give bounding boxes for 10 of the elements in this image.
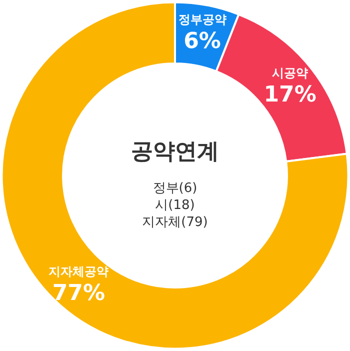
data-label: 77%: [52, 281, 106, 306]
data-label: 17%: [264, 82, 316, 108]
data-label: 6%: [184, 28, 221, 54]
text: 정부(6): [152, 181, 198, 196]
text: 시(18): [155, 198, 195, 213]
text: 공약연계: [131, 140, 219, 164]
text: 지자체(79): [142, 215, 208, 230]
slice-label: 정부공약: [178, 12, 226, 26]
slice-label: 지자체공약: [48, 264, 109, 279]
slice-label: 시공약: [272, 66, 308, 80]
